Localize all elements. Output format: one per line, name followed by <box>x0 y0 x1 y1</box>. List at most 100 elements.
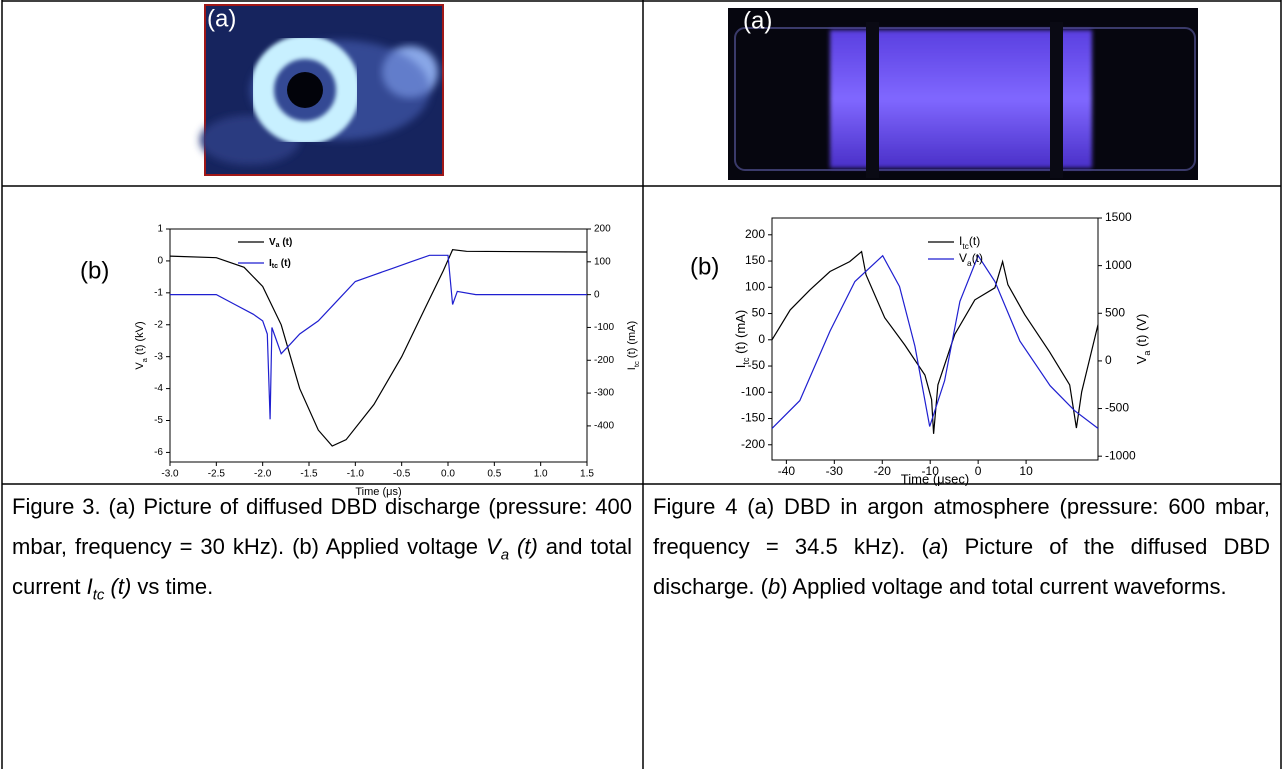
series-line <box>169 249 588 447</box>
caption-text: and total current <box>12 534 632 599</box>
y2-tick-label: 1000 <box>1105 258 1132 272</box>
y-axis-label: Itc (t) (mA) <box>733 310 751 368</box>
x-tick-label: -40 <box>778 464 796 478</box>
photo-label: (a) <box>207 5 236 32</box>
photo-right: (a) <box>728 7 1198 180</box>
caption-text: ) Picture of the diffused DBD discharge.… <box>653 534 1270 599</box>
x-tick-label: -30 <box>826 464 844 478</box>
label-part: I <box>269 258 272 269</box>
caption-text: I <box>86 574 93 599</box>
photo-label: (a) <box>743 7 772 34</box>
panel-label: (b) <box>690 253 719 280</box>
x-axis-label: Time (μs) <box>355 486 401 498</box>
y2-tick-label: 0 <box>1105 353 1112 367</box>
x-tick-label: -3.0 <box>161 469 179 480</box>
y-tick-label: -6 <box>154 447 163 458</box>
x-tick-label: -2.0 <box>254 469 272 480</box>
y-tick-label: 0 <box>157 256 163 267</box>
caption-text: vs time. <box>131 574 214 599</box>
x-tick-label: 0.5 <box>487 469 501 480</box>
y-tick-label: -150 <box>741 411 765 425</box>
label-part: (t) <box>969 234 980 248</box>
label-part: tc <box>962 241 969 251</box>
y2-tick-label: -100 <box>594 322 614 333</box>
x-tick-label: -0.5 <box>393 469 411 480</box>
y2-tick-label: -300 <box>594 388 614 399</box>
caption-text: Figure 3. (a) Picture of diffused DBD di… <box>12 494 632 559</box>
y-tick-label: -200 <box>741 437 765 451</box>
legend-label: Va (t) <box>269 237 292 250</box>
label-part: a <box>967 258 972 268</box>
ring <box>250 35 360 145</box>
electrode <box>1050 22 1063 178</box>
legend-label: Itc(t) <box>959 234 980 251</box>
legend-label: Va(t) <box>959 251 983 268</box>
panel-label: (b) <box>80 257 109 284</box>
label-part: V <box>134 362 146 370</box>
caption-text: a <box>500 546 510 564</box>
y2-axis-label: Itc (t) (mA) <box>626 321 641 370</box>
x-tick-label: 0.0 <box>441 469 455 480</box>
x-tick-label: -2.5 <box>208 469 226 480</box>
caption-text: b <box>767 574 781 599</box>
label-part: tc <box>632 361 641 367</box>
y2-tick-label: -200 <box>594 355 614 366</box>
label-part: (t) (mA) <box>733 310 748 358</box>
series-line <box>771 254 1099 429</box>
label-part: a <box>276 242 280 249</box>
y2-tick-label: 200 <box>594 224 611 235</box>
caption: Figure 3. (a) Picture of diffused DBD di… <box>12 487 632 607</box>
photo-left: (a) <box>200 4 444 176</box>
x-tick-label: 0 <box>975 464 982 478</box>
y-tick-label: 50 <box>752 306 766 320</box>
x-tick-label: -1.0 <box>347 469 365 480</box>
label-part: V <box>1134 355 1149 364</box>
series-line <box>170 254 587 420</box>
caption-text: (t) <box>509 534 538 559</box>
x-axis-label: Time (μsec) <box>901 471 969 486</box>
label-part: (t) <box>278 258 291 269</box>
y-tick-label: 100 <box>745 279 765 293</box>
y2-axis-label: Va (t) (V) <box>1134 314 1152 365</box>
y-tick-label: -4 <box>154 383 163 394</box>
label-part: a <box>1142 350 1152 356</box>
label-part: (t) (kV) <box>134 321 146 358</box>
label-part: tc <box>741 357 751 365</box>
label-part: I <box>626 367 638 370</box>
y2-tick-label: -1000 <box>1105 448 1136 462</box>
y-tick-label: -100 <box>741 384 765 398</box>
y-tick-label: -3 <box>154 351 163 362</box>
x-tick-label: 10 <box>1019 464 1033 478</box>
label-part: V <box>959 251 967 265</box>
y2-tick-label: -500 <box>1105 401 1129 415</box>
label-part: tc <box>272 263 278 270</box>
x-tick-label: 1.5 <box>580 469 594 480</box>
label-part: (t) (V) <box>1134 314 1149 351</box>
x-tick-label: -20 <box>874 464 892 478</box>
caption-text: ) Applied voltage and total current wave… <box>780 574 1227 599</box>
y-tick-label: 1 <box>157 224 163 235</box>
label-part: V <box>269 237 276 248</box>
y2-tick-label: 500 <box>1105 305 1125 319</box>
caption-text: V <box>486 534 501 559</box>
y2-tick-label: 100 <box>594 256 611 267</box>
y-tick-label: 0 <box>758 332 765 346</box>
y-tick-label: -5 <box>154 415 163 426</box>
y2-tick-label: 1500 <box>1105 210 1132 224</box>
y2-tick-label: 0 <box>594 289 600 300</box>
caption-text: tc <box>92 586 105 604</box>
electrode <box>866 22 879 178</box>
ring-core <box>287 72 323 108</box>
caption: Figure 4 (a) DBD in argon atmosphere (pr… <box>653 487 1270 607</box>
y-axis-label: Va (t) (kV) <box>134 321 149 369</box>
caption-text: Figure 4 (a) DBD in argon atmosphere (pr… <box>653 494 1270 559</box>
label-part: (t) <box>972 251 983 265</box>
x-tick-label: -1.5 <box>300 469 318 480</box>
legend-label: Itc (t) <box>269 258 291 271</box>
label-part: I <box>733 365 748 369</box>
y-tick-label: 200 <box>745 227 765 241</box>
x-tick-label: -10 <box>922 464 940 478</box>
